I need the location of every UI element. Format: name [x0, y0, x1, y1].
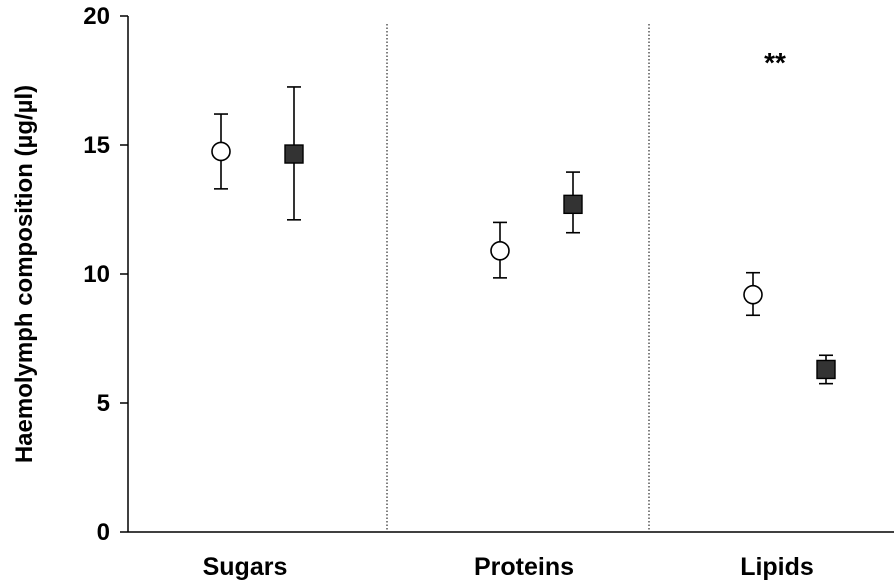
- y-tick-label: 10: [83, 261, 110, 288]
- data-marks: [211, 86, 836, 385]
- category-label: Sugars: [203, 553, 288, 581]
- y-ticks: 0 5 10 15 20: [83, 3, 128, 546]
- y-tick-label: 0: [97, 519, 110, 546]
- category-label: Lipids: [740, 553, 814, 581]
- annotations: **: [764, 47, 786, 78]
- y-tick-label: 15: [83, 132, 110, 159]
- data-point-square: [284, 144, 304, 164]
- data-point-circle: [211, 141, 231, 162]
- data-point-circle: [743, 284, 763, 305]
- category-separators: [386, 24, 650, 532]
- y-axis-title: Haemolymph composition (µg/µl): [11, 85, 38, 463]
- category-labels: Sugars Proteins Lipids: [203, 553, 814, 581]
- significance-annotation: **: [764, 47, 786, 78]
- y-tick-label: 20: [83, 3, 110, 30]
- data-point-square: [816, 359, 836, 380]
- data-point-circle: [490, 240, 510, 261]
- y-tick-label: 5: [97, 390, 110, 417]
- data-point-square: [563, 194, 583, 215]
- axes: [127, 16, 894, 533]
- category-label: Proteins: [474, 553, 574, 581]
